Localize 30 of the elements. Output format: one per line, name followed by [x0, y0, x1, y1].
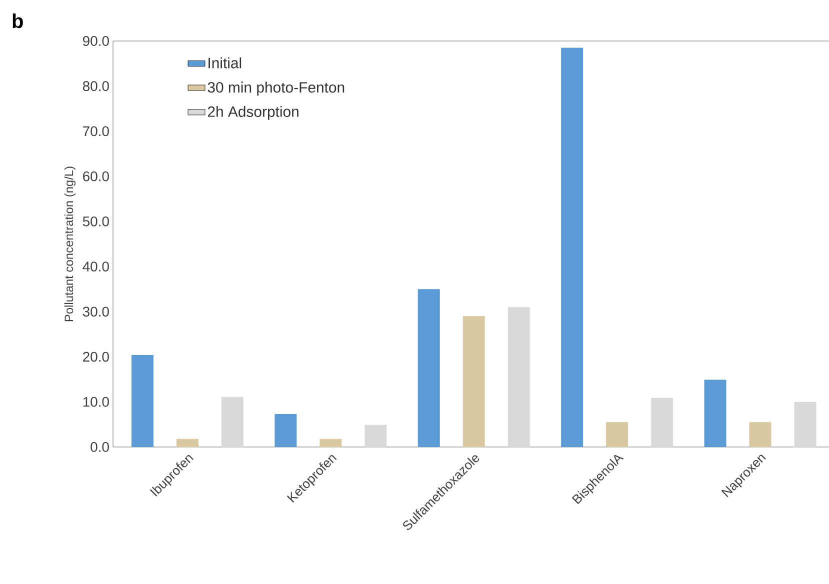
bar: [176, 438, 198, 447]
y-tick-label: 20.0: [83, 352, 109, 362]
y-tick-label: 30.0: [82, 306, 109, 317]
text: b: [12, 14, 23, 28]
y-tick-label: 90.0: [82, 36, 109, 46]
bar: [508, 307, 530, 447]
bar: [320, 438, 342, 447]
legend-label: 2h Adsorption: [208, 106, 298, 120]
bar: [274, 414, 297, 447]
bar: [704, 380, 726, 447]
bar: [561, 48, 584, 447]
y-tick-label: 10.0: [83, 396, 109, 407]
bar: [794, 402, 816, 447]
legend-label: Initial: [208, 57, 242, 68]
y-axis-title: Pollutant concentration (ng/L): [64, 166, 76, 322]
bar: [651, 398, 674, 447]
bar: [462, 316, 485, 447]
bar: [364, 424, 387, 447]
legend-label: 30 min photo-Fenton: [208, 82, 344, 96]
bar: [131, 354, 154, 447]
y-tick-label: 0.0: [90, 442, 109, 452]
bar: [749, 422, 772, 447]
bar: [606, 422, 628, 447]
y-tick-label: 70.0: [83, 126, 109, 136]
y-tick-label: 50.0: [82, 216, 109, 226]
bar: [221, 396, 244, 447]
bar: [418, 289, 440, 447]
y-tick-label: 60.0: [83, 171, 109, 182]
y-tick-label: 40.0: [82, 262, 109, 272]
y-tick-label: 80.0: [82, 81, 109, 92]
